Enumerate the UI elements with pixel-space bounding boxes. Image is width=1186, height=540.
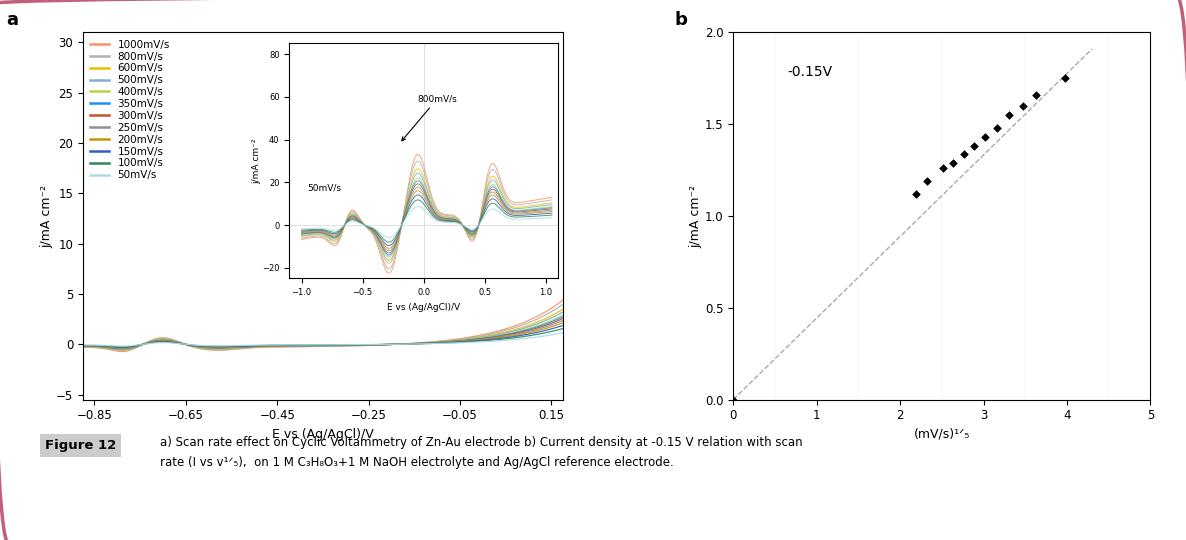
Text: a: a: [6, 11, 18, 29]
Y-axis label: j/mA cm⁻²: j/mA cm⁻²: [689, 185, 702, 247]
Point: [954, 149, 973, 158]
Text: b: b: [675, 11, 688, 29]
Point: [964, 142, 983, 151]
Point: [943, 158, 962, 167]
Point: [988, 124, 1007, 132]
Point: [976, 133, 995, 141]
Point: [723, 395, 742, 404]
Point: [1000, 111, 1019, 119]
Point: [933, 164, 952, 173]
Legend: 1000mV/s, 800mV/s, 600mV/s, 500mV/s, 400mV/s, 350mV/s, 300mV/s, 250mV/s, 200mV/s: 1000mV/s, 800mV/s, 600mV/s, 500mV/s, 400…: [88, 38, 172, 183]
Text: -0.15V: -0.15V: [788, 65, 833, 79]
Point: [1027, 91, 1046, 99]
X-axis label: (mV/s)¹ᐟ₅: (mV/s)¹ᐟ₅: [913, 428, 970, 441]
Text: rate (I vs v¹ᐟ₅),  on 1 M C₃H₈O₃+1 M NaOH electrolyte and Ag/AgCl reference elec: rate (I vs v¹ᐟ₅), on 1 M C₃H₈O₃+1 M NaOH…: [160, 456, 674, 469]
Text: Figure 12: Figure 12: [45, 439, 116, 452]
Text: a) Scan rate effect on Cyclic Voltammetry of Zn-Au electrode b) Current density : a) Scan rate effect on Cyclic Voltammetr…: [160, 436, 803, 449]
X-axis label: E vs (Ag/AgCl)/V: E vs (Ag/AgCl)/V: [272, 428, 374, 441]
Y-axis label: j/mA cm⁻²: j/mA cm⁻²: [40, 185, 53, 247]
Point: [906, 190, 925, 198]
Point: [1056, 74, 1075, 83]
Point: [1013, 102, 1032, 110]
Point: [917, 177, 936, 185]
